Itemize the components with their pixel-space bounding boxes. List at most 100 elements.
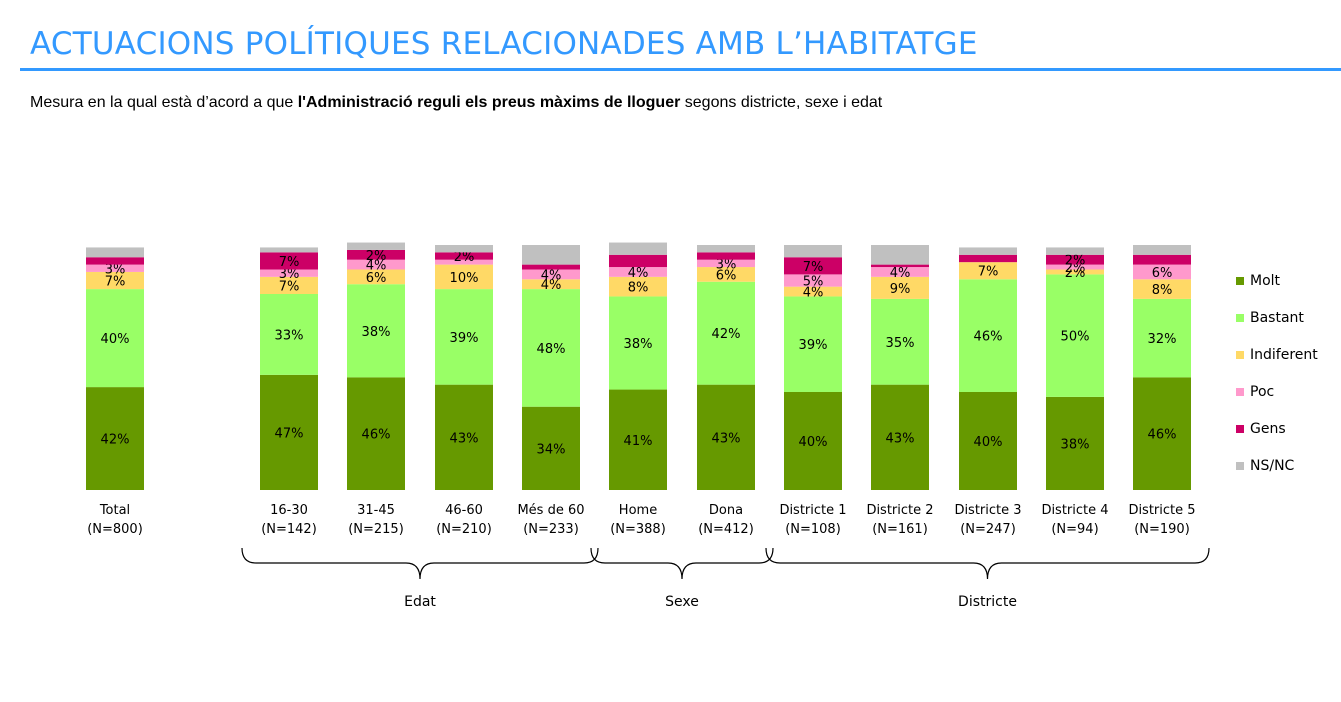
group-label-sexe: Sexe xyxy=(665,594,699,610)
bar-segment-molt xyxy=(86,387,144,490)
bar-segment-indiferent xyxy=(435,264,493,290)
data-label: 8% xyxy=(1152,283,1173,298)
data-label: 4% xyxy=(366,259,387,274)
bar-segment-nsnc xyxy=(347,242,405,250)
bar-segment-nsnc xyxy=(86,247,144,258)
bar-segment-bastant xyxy=(871,298,929,385)
data-label: 38% xyxy=(624,337,653,352)
category-sample-size: (N=142) xyxy=(261,522,317,537)
data-label: 2% xyxy=(1065,266,1086,281)
data-label: 32% xyxy=(1148,332,1177,347)
data-label: 4% xyxy=(541,278,562,293)
bar-segment-molt xyxy=(347,377,405,490)
bar-segment-poc xyxy=(435,259,493,265)
legend-swatch xyxy=(1236,461,1244,470)
bar-segment-poc xyxy=(260,269,318,277)
bar-segment-nsnc xyxy=(522,245,580,265)
category-label: 46-60 xyxy=(445,503,483,518)
data-label: 5% xyxy=(803,275,824,290)
bar-segment-nsnc xyxy=(1133,245,1191,255)
bar-segment-nsnc xyxy=(784,245,842,258)
category-sample-size: (N=190) xyxy=(1134,522,1190,537)
bar-segment-molt xyxy=(697,384,755,490)
data-label: 42% xyxy=(101,433,130,448)
category-sample-size: (N=108) xyxy=(785,522,841,537)
data-label: 6% xyxy=(716,268,737,283)
bar-segment-gens xyxy=(697,252,755,260)
data-label: 2% xyxy=(454,250,475,265)
bar-segment-indiferent xyxy=(260,276,318,294)
bar-segment-poc xyxy=(347,259,405,270)
bar-segment-indiferent xyxy=(347,269,405,285)
data-label: 43% xyxy=(886,431,915,446)
group-brace xyxy=(590,547,774,580)
bar-segment-poc xyxy=(522,269,580,280)
bar-segment-molt xyxy=(959,392,1017,490)
data-label: 50% xyxy=(1061,330,1090,345)
bar-segment-indiferent xyxy=(959,262,1017,280)
bar-segment-gens xyxy=(609,254,667,268)
bar-segment-molt xyxy=(871,384,929,490)
data-label: 2% xyxy=(1065,261,1086,276)
legend-item: Bastant xyxy=(1236,299,1318,336)
data-label: 46% xyxy=(1148,428,1177,443)
bar-segment-bastant xyxy=(1046,274,1104,397)
group-label-districte: Districte xyxy=(958,594,1017,610)
legend-swatch xyxy=(1236,387,1244,396)
bar-segment-indiferent xyxy=(871,276,929,299)
legend-label: Gens xyxy=(1250,420,1286,437)
category-label: 31-45 xyxy=(357,503,395,518)
data-label: 38% xyxy=(1061,437,1090,452)
data-label: 4% xyxy=(541,268,562,283)
data-label: 40% xyxy=(974,435,1003,450)
bar-segment-nsnc xyxy=(871,245,929,265)
chart-subtitle: Mesura en la qual està d’acord a que l'A… xyxy=(30,94,882,112)
data-label: 39% xyxy=(450,331,479,346)
bar-segment-indiferent xyxy=(784,286,842,297)
category-label: Total xyxy=(99,503,130,518)
data-label: 7% xyxy=(803,260,824,275)
data-label: 35% xyxy=(886,336,915,351)
data-label: 4% xyxy=(803,286,824,301)
bar-segment-gens xyxy=(871,264,929,268)
legend-label: Molt xyxy=(1250,272,1281,289)
legend-item: NS/NC xyxy=(1236,447,1318,484)
category-label: Districte 5 xyxy=(1128,503,1195,518)
bar-segment-bastant xyxy=(784,296,842,392)
bar-segment-gens xyxy=(784,257,842,275)
bar-segment-bastant xyxy=(347,284,405,378)
data-label: 7% xyxy=(105,275,126,290)
data-label: 6% xyxy=(1152,266,1173,281)
legend-item: Indiferent xyxy=(1236,336,1318,373)
bar-segment-nsnc xyxy=(609,242,667,255)
legend-item: Gens xyxy=(1236,410,1318,447)
legend-swatch xyxy=(1236,313,1244,322)
data-label: 7% xyxy=(279,255,300,270)
subtitle-text: Mesura en la qual està d’acord a que xyxy=(30,94,298,111)
data-label: 48% xyxy=(537,342,566,357)
data-label: 46% xyxy=(974,330,1003,345)
category-label: Districte 4 xyxy=(1041,503,1108,518)
bar-segment-bastant xyxy=(1133,298,1191,378)
data-label: 43% xyxy=(712,431,741,446)
bar-segment-indiferent xyxy=(609,276,667,297)
legend-label: NS/NC xyxy=(1250,457,1295,474)
category-sample-size: (N=388) xyxy=(610,522,666,537)
bar-segment-indiferent xyxy=(522,279,580,290)
bar-segment-nsnc xyxy=(1046,247,1104,255)
category-sample-size: (N=233) xyxy=(523,522,579,537)
category-sample-size: (N=215) xyxy=(348,522,404,537)
bar-segment-bastant xyxy=(697,281,755,385)
data-label: 4% xyxy=(890,266,911,281)
data-label: 2% xyxy=(1065,254,1086,269)
legend-label: Poc xyxy=(1250,383,1275,400)
category-sample-size: (N=94) xyxy=(1051,522,1098,537)
category-sample-size: (N=247) xyxy=(960,522,1016,537)
data-label: 8% xyxy=(628,281,649,296)
bar-segment-gens xyxy=(959,254,1017,263)
bar-segment-nsnc xyxy=(435,245,493,253)
data-label: 40% xyxy=(799,435,828,450)
bar-segment-nsnc xyxy=(959,247,1017,255)
bar-segment-nsnc xyxy=(260,247,318,253)
